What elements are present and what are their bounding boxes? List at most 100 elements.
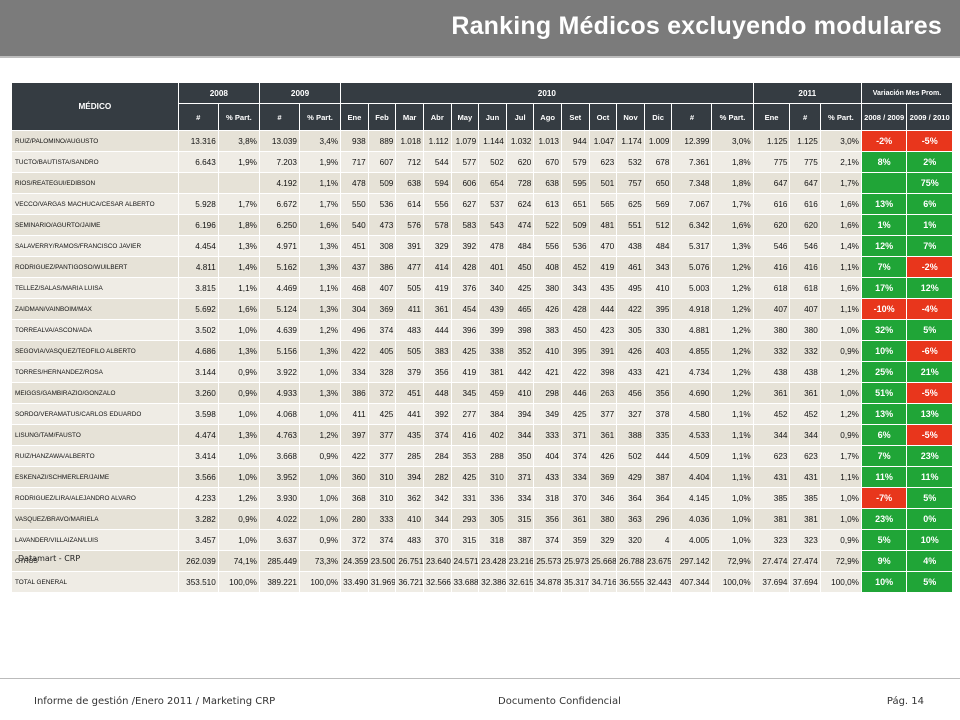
cell-2010-month: 408 [533, 256, 562, 278]
doctor-name: RIOS/REATEGUI/EDIBSON [11, 172, 179, 194]
doctor-name: LAVANDER/VILLAIZAN/LUIS [11, 529, 179, 551]
cell-2010-month: 361 [560, 508, 590, 530]
cell-2010-month: 501 [588, 172, 618, 194]
doctor-name: OTROS [11, 550, 179, 572]
cell-2010-month: 410 [533, 340, 562, 362]
cell-2011-share: 1,7% [819, 172, 862, 194]
cell-2010-month: 410 [395, 508, 424, 530]
table-row: SORDO/VERAMATUS/CARLOS EDUARDO 3.598 1,0% 4… [11, 403, 953, 425]
cell-2010-month: 31.969 [367, 571, 397, 593]
cell-2010-share: 1,8% [711, 172, 754, 194]
variation-2008-2009: 7% [860, 445, 908, 467]
cell-2010-month: 1.112 [422, 130, 452, 152]
variation-2008-2009: -7% [860, 487, 908, 509]
cell-2010-month: 24.571 [450, 550, 480, 572]
cell-2010-month: 35.317 [560, 571, 590, 593]
cell-2008-count: 3.260 [177, 382, 219, 404]
cell-2010-month: 678 [643, 151, 673, 173]
cell-2011-count: 323 [789, 529, 821, 551]
cell-2011-ene: 546 [752, 235, 791, 257]
footer-center: Documento Confidencial [498, 696, 621, 707]
cell-2008-count: 13.316 [177, 130, 219, 152]
cell-2010-month: 263 [588, 382, 618, 404]
cell-2008-share: 1,3% [217, 424, 260, 446]
cell-2010-month: 452 [560, 256, 590, 278]
cell-2008-share: 1,1% [217, 277, 260, 299]
variation-2008-2009: 8% [860, 151, 908, 173]
cell-2011-share: 1,0% [819, 508, 862, 530]
cell-2008-count: 4.811 [177, 256, 219, 278]
cell-2011-share: 1,6% [819, 277, 862, 299]
cell-2010-month: 712 [395, 151, 424, 173]
cell-2011-ene: 452 [752, 403, 791, 425]
cell-2010-month: 450 [560, 319, 590, 341]
cell-2011-count: 27.474 [789, 550, 821, 572]
table-row: VASQUEZ/BRAVO/MARIELA 3.282 0,9% 4.022 1,0% 2… [11, 508, 953, 530]
cell-2010-month: 383 [422, 340, 452, 362]
doctor-name: RODRIGUEZ/LIRA/ALEJANDRO ALVARO [11, 487, 179, 509]
cell-2009-count: 4.763 [258, 424, 300, 446]
cell-2010-count: 7.067 [671, 193, 713, 215]
cell-2010-month: 470 [588, 235, 618, 257]
cell-2010-month: 34.716 [588, 571, 618, 593]
cell-2011-count: 344 [789, 424, 821, 446]
cell-2008-share: 1,8% [217, 214, 260, 236]
variation-2009-2010: 1% [906, 214, 953, 236]
variation-2008-2009: 6% [860, 424, 908, 446]
cell-2010-month: 310 [478, 466, 507, 488]
cell-2010-month: 451 [395, 382, 424, 404]
cell-2010-month: 383 [533, 319, 562, 341]
cell-2009-count: 4.933 [258, 382, 300, 404]
variation-2009-2010: 11% [906, 466, 953, 488]
cell-2010-month: 315 [450, 529, 480, 551]
table-row: RIOS/REATEGUI/EDIBSON 4.192 1,1% 478 509 638 5… [11, 172, 953, 194]
cell-2010-month: 308 [367, 235, 397, 257]
cell-2011-share: 1,6% [819, 193, 862, 215]
cell-2010-count: 5.076 [671, 256, 713, 278]
cell-2010-month: 387 [643, 466, 673, 488]
cell-2010-month: 613 [533, 193, 562, 215]
cell-2011-ene: 618 [752, 277, 791, 299]
cell-2010-month: 509 [367, 172, 397, 194]
cell-2010-month: 421 [643, 361, 673, 383]
col-2010-count: # [671, 103, 713, 131]
cell-2010-month: 435 [395, 424, 424, 446]
col-2010-share: % Part. [711, 103, 754, 131]
cell-2008-count: 353.510 [177, 571, 219, 593]
cell-2010-month: 757 [616, 172, 645, 194]
cell-2008-count: 3.414 [177, 445, 219, 467]
cell-2010-month: 450 [505, 256, 535, 278]
variation-2009-2010: -6% [906, 340, 953, 362]
table-row: TORREALVA/ASCON/ADA 3.502 1,0% 4.639 1,2% 496… [11, 319, 953, 341]
page-title: Ranking Médicos excluyendo modulares [451, 12, 942, 40]
cell-2010-month: 422 [340, 445, 369, 467]
cell-2010-month: 25.668 [588, 550, 618, 572]
cell-2011-count: 381 [789, 508, 821, 530]
cell-2010-month: 505 [395, 277, 424, 299]
header-year-2010: 2010 [340, 82, 754, 104]
col-2010-month: Set [560, 103, 590, 131]
footer-left: Informe de gestión /Enero 2011 / Marketi… [34, 696, 276, 707]
cell-2010-month: 334 [560, 466, 590, 488]
cell-2010-month: 505 [395, 340, 424, 362]
cell-2009-count: 4.068 [258, 403, 300, 425]
doctor-name: SORDO/VERAMATUS/CARLOS EDUARDO [11, 403, 179, 425]
cell-2010-month: 361 [588, 424, 618, 446]
cell-2010-month: 670 [533, 151, 562, 173]
cell-2010-month: 421 [533, 361, 562, 383]
cell-2010-month: 1.144 [478, 130, 507, 152]
col-variation-2008-2009: 2008 / 2009 [860, 103, 908, 131]
cell-2010-count: 4.881 [671, 319, 713, 341]
variation-2009-2010: 5% [906, 571, 953, 593]
cell-2008-share [217, 172, 260, 194]
cell-2010-month: 304 [340, 298, 369, 320]
cell-2010-month: 468 [340, 277, 369, 299]
cell-2010-month: 394 [505, 403, 535, 425]
cell-2010-month: 444 [422, 319, 452, 341]
cell-2011-ene: 344 [752, 424, 791, 446]
cell-2010-month: 425 [450, 466, 480, 488]
col-2010-month: Abr [422, 103, 452, 131]
cell-2010-month: 419 [422, 277, 452, 299]
header-row-columns: #% Part. #% Part. Ene Feb Mar Abr May Jun Jul Ago… [12, 103, 953, 131]
cell-2010-month: 614 [395, 193, 424, 215]
